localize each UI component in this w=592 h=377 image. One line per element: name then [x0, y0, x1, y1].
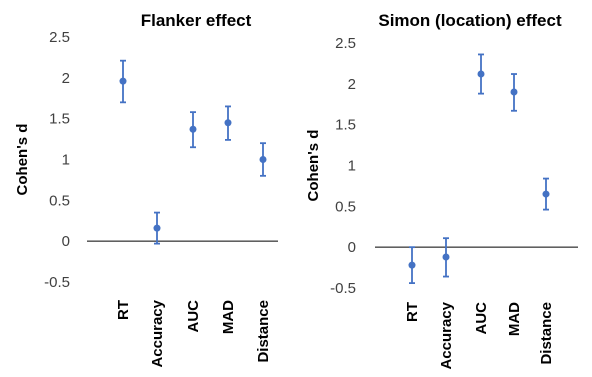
x-tick-label: MAD: [506, 302, 523, 336]
x-tick-label: Accuracy: [149, 299, 166, 367]
y-tick-label: 1: [62, 152, 70, 169]
x-tick-label: MAD: [220, 300, 237, 334]
y-tick-label: 0.5: [335, 198, 356, 215]
y-tick-label: 0: [348, 239, 356, 256]
chart-title: Simon (location) effect: [378, 11, 562, 30]
data-point: [542, 190, 550, 198]
data-point: [442, 253, 450, 261]
y-axis-label: Cohen's d: [14, 124, 31, 196]
y-tick-label: 1.5: [335, 117, 356, 134]
y-tick-label: -0.5: [44, 274, 70, 291]
x-tick-label: Distance: [255, 300, 272, 363]
flanker-chart: Flanker effect Cohen's d 2.5 2 1.5 1 0.5 0 -0.5 R…: [14, 11, 278, 368]
data-point: [259, 156, 267, 163]
x-tick-label: Distance: [538, 302, 555, 365]
y-tick-label: 2: [62, 70, 70, 87]
x-tick-label: RT: [404, 302, 421, 322]
simon-chart: Simon (location) effect Cohen's d 2.5 2 1.5 1…: [305, 11, 578, 370]
chart-title: Flanker effect: [141, 11, 252, 30]
y-axis-label: Cohen's d: [305, 130, 322, 202]
x-tick-label: AUC: [185, 300, 202, 333]
data-point: [408, 261, 416, 269]
y-tick-label: -0.5: [330, 280, 356, 297]
x-tick-label: Accuracy: [438, 301, 455, 369]
y-tick-label: 0: [62, 233, 70, 250]
y-tick-label: 2: [348, 76, 356, 93]
data-point: [189, 125, 197, 133]
y-tick-label: 1.5: [49, 111, 70, 128]
data-point: [510, 88, 518, 96]
data-point: [153, 224, 161, 232]
y-tick-label: 2.5: [335, 35, 356, 52]
x-tick-label: AUC: [473, 302, 490, 335]
y-tick-label: 0.5: [49, 192, 70, 209]
data-point: [477, 70, 485, 78]
data-point: [224, 119, 232, 127]
data-point: [119, 77, 127, 85]
y-tick-label: 2.5: [49, 29, 70, 46]
y-tick-label: 1: [348, 158, 356, 175]
x-tick-label: RT: [115, 300, 132, 320]
